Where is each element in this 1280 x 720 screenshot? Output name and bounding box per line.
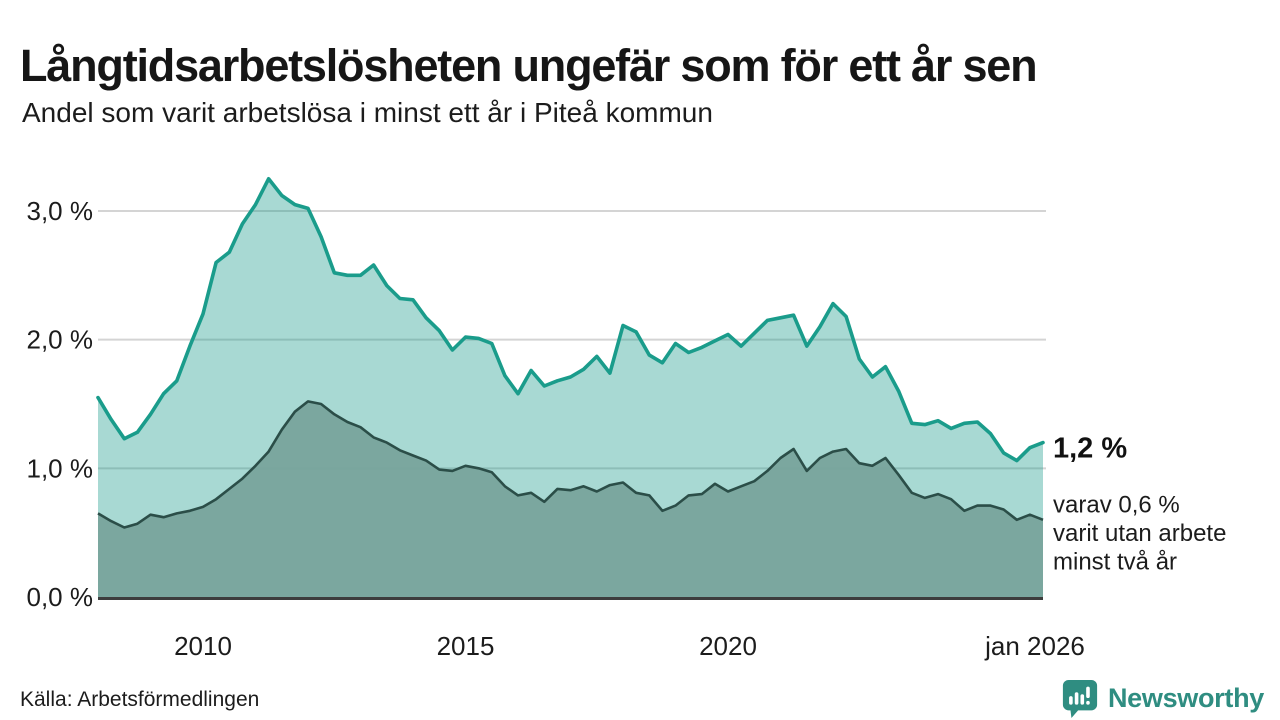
y-tick-label-3: 3,0 % [27, 196, 94, 226]
end-value-label: 1,2 % [1053, 433, 1127, 465]
bar-chart-pin-icon [1062, 679, 1098, 718]
x-tick-label-2015: 2015 [437, 631, 495, 661]
line-min-one-year [96, 177, 1045, 463]
y-tick-label-0: 0,0 % [27, 582, 94, 612]
brand-wordmark: Newsworthy [1107, 682, 1264, 713]
y-tick-label-1: 1,0 % [27, 453, 94, 483]
area-series [96, 177, 1045, 598]
end-note-line-3: minst två år [1053, 549, 1177, 576]
area-fill-min-two-years [98, 401, 1043, 597]
line-min-two-years [97, 400, 1044, 529]
page-title: Långtidsarbetslösheten ungefär som för e… [20, 40, 1038, 92]
x-tick-label-2026: jan 2026 [984, 631, 1085, 661]
end-note-line-2: varit utan arbete [1053, 520, 1226, 547]
end-note-line-1: varav 0,6 % [1053, 492, 1180, 519]
brand-logo: Newsworthy [1061, 678, 1264, 718]
axis-labels: 0,0 % 1,0 % 2,0 % 3,0 % 2010 2015 2020 jan 2026 [27, 196, 1085, 661]
chart-subtitle: Andel som varit arbetslösa i minst ett å… [22, 97, 713, 128]
x-tick-label-2010: 2010 [174, 631, 232, 661]
source-credit: Källa: Arbetsförmedlingen [20, 688, 260, 711]
y-tick-label-2: 2,0 % [27, 325, 94, 355]
x-tick-label-2020: 2020 [699, 631, 757, 661]
